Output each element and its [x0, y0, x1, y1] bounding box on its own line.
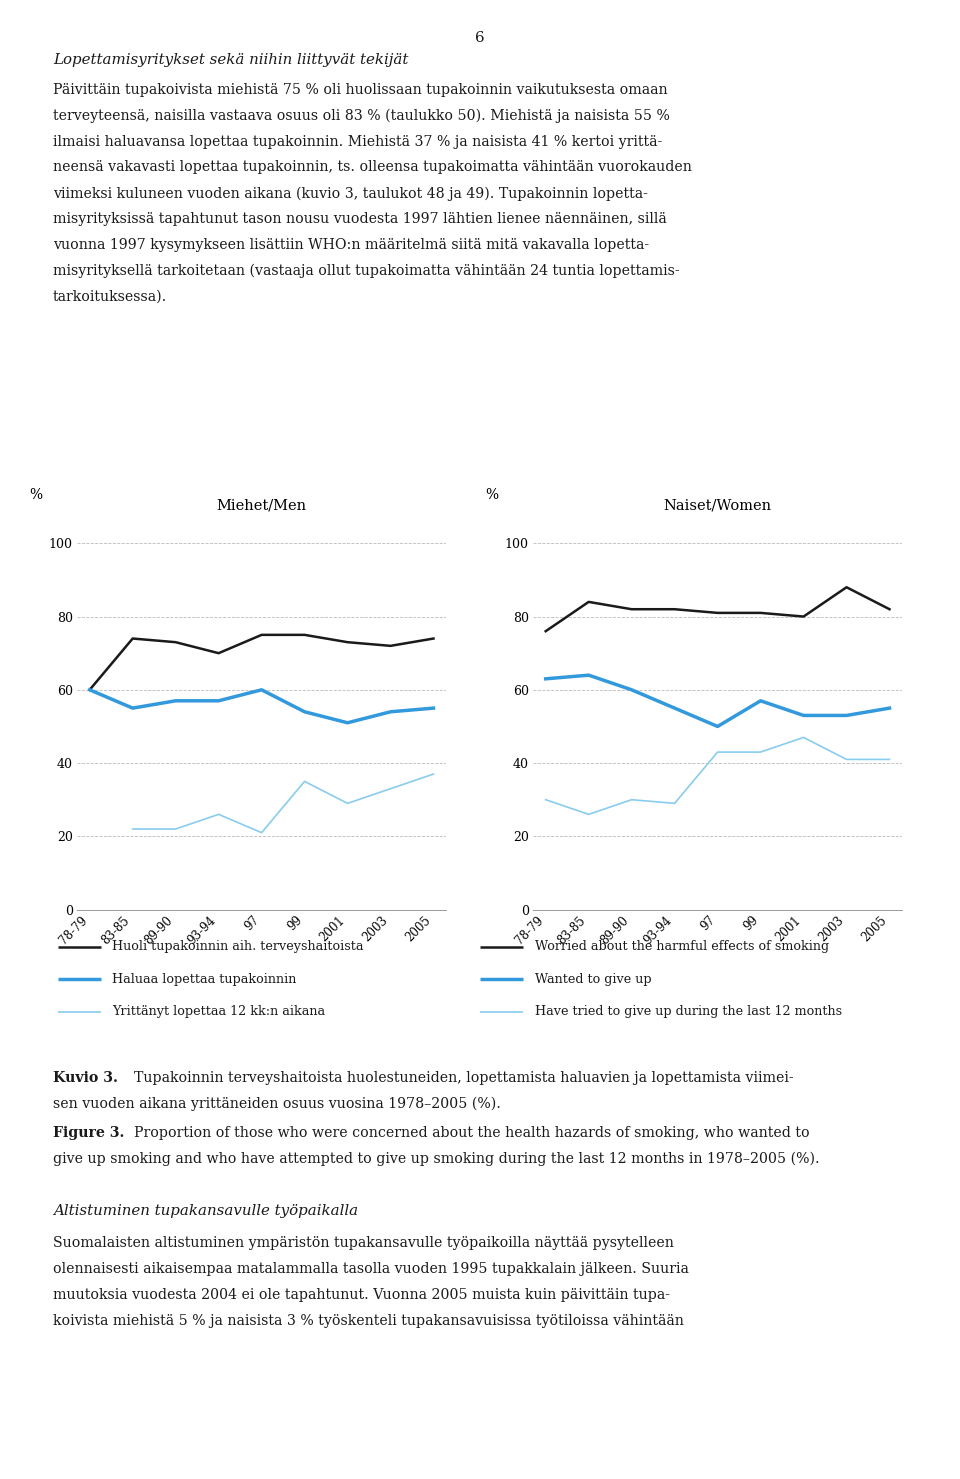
Text: Wanted to give up: Wanted to give up [535, 973, 651, 985]
Text: Huoli tupakoinnin aih. terveyshaitoista: Huoli tupakoinnin aih. terveyshaitoista [112, 941, 364, 952]
Text: tarkoituksessa).: tarkoituksessa). [53, 290, 167, 303]
Text: Altistuminen tupakansavulle työpaikalla: Altistuminen tupakansavulle työpaikalla [53, 1204, 358, 1217]
Text: viimeksi kuluneen vuoden aikana (kuvio 3, taulukot 48 ja 49). Tupakoinnin lopett: viimeksi kuluneen vuoden aikana (kuvio 3… [53, 186, 648, 201]
Text: %: % [485, 488, 498, 501]
Text: terveyteensä, naisilla vastaava osuus oli 83 % (taulukko 50). Miehistä ja naisis: terveyteensä, naisilla vastaava osuus ol… [53, 109, 670, 123]
Text: Suomalaisten altistuminen ympäristön tupakansavulle työpaikoilla näyttää pysytel: Suomalaisten altistuminen ympäristön tup… [53, 1236, 674, 1250]
Text: give up smoking and who have attempted to give up smoking during the last 12 mon: give up smoking and who have attempted t… [53, 1152, 820, 1165]
Text: koivista miehistä 5 % ja naisista 3 % työskenteli tupakansavuisissa työtiloissa : koivista miehistä 5 % ja naisista 3 % ty… [53, 1313, 684, 1328]
Text: neensä vakavasti lopettaa tupakoinnin, ts. olleensa tupakoimatta vähintään vuoro: neensä vakavasti lopettaa tupakoinnin, t… [53, 160, 691, 175]
Text: Kuvio 3.: Kuvio 3. [53, 1071, 118, 1084]
Text: misyrityksellä tarkoitetaan (vastaaja ollut tupakoimatta vähintään 24 tuntia lop: misyrityksellä tarkoitetaan (vastaaja ol… [53, 263, 680, 278]
Text: ilmaisi haluavansa lopettaa tupakoinnin. Miehistä 37 % ja naisista 41 % kertoi y: ilmaisi haluavansa lopettaa tupakoinnin.… [53, 135, 662, 148]
Text: Have tried to give up during the last 12 months: Have tried to give up during the last 12… [535, 1006, 842, 1018]
Text: Lopettamisyritykset sekä niihin liittyvät tekijät: Lopettamisyritykset sekä niihin liittyvä… [53, 53, 408, 67]
Text: Tupakoinnin terveyshaitoista huolestuneiden, lopettamista haluavien ja lopettami: Tupakoinnin terveyshaitoista huolestunei… [125, 1071, 793, 1084]
Text: Yrittänyt lopettaa 12 kk:n aikana: Yrittänyt lopettaa 12 kk:n aikana [112, 1006, 325, 1018]
Text: %: % [29, 488, 42, 501]
Text: Worried about the harmful effects of smoking: Worried about the harmful effects of smo… [535, 941, 828, 952]
Title: Naiset/Women: Naiset/Women [663, 498, 772, 512]
Title: Miehet/Men: Miehet/Men [217, 498, 306, 512]
Text: Haluaa lopettaa tupakoinnin: Haluaa lopettaa tupakoinnin [112, 973, 297, 985]
Text: muutoksia vuodesta 2004 ei ole tapahtunut. Vuonna 2005 muista kuin päivittäin tu: muutoksia vuodesta 2004 ei ole tapahtunu… [53, 1288, 670, 1302]
Text: vuonna 1997 kysymykseen lisättiin WHO:n määritelmä siitä mitä vakavalla lopetta-: vuonna 1997 kysymykseen lisättiin WHO:n … [53, 238, 649, 251]
Text: Päivittäin tupakoivista miehistä 75 % oli huolissaan tupakoinnin vaikutuksesta o: Päivittäin tupakoivista miehistä 75 % ol… [53, 83, 667, 96]
Text: Figure 3.: Figure 3. [53, 1126, 124, 1140]
Text: sen vuoden aikana yrittäneiden osuus vuosina 1978–2005 (%).: sen vuoden aikana yrittäneiden osuus vuo… [53, 1096, 501, 1111]
Text: olennaisesti aikaisempaa matalammalla tasolla vuoden 1995 tupakkalain jälkeen. S: olennaisesti aikaisempaa matalammalla ta… [53, 1262, 688, 1276]
Text: Proportion of those who were concerned about the health hazards of smoking, who : Proportion of those who were concerned a… [125, 1126, 809, 1140]
Text: 6: 6 [475, 31, 485, 44]
Text: misyrityksissä tapahtunut tason nousu vuodesta 1997 lähtien lienee näennäinen, s: misyrityksissä tapahtunut tason nousu vu… [53, 211, 666, 226]
